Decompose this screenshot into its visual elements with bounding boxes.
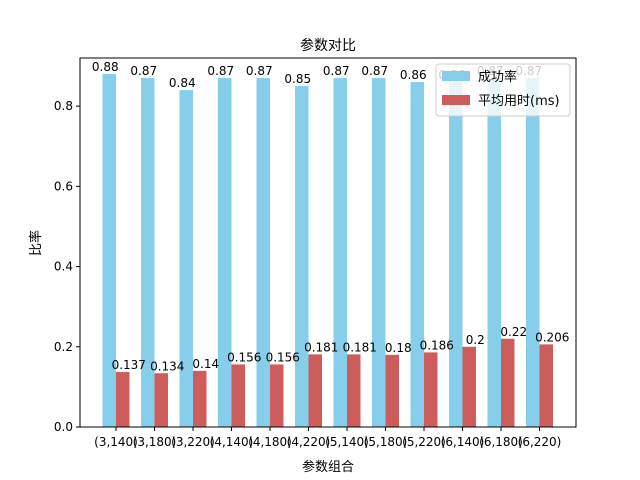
x-tick-label: (3,180) xyxy=(133,435,177,449)
data-label-avg-time-7: 0.18 xyxy=(385,341,412,355)
data-label-avg-time-3: 0.156 xyxy=(227,350,261,364)
data-label-avg-time-1: 0.134 xyxy=(150,359,184,373)
x-tick-label: (4,220) xyxy=(287,435,331,449)
data-label-avg-time-8: 0.186 xyxy=(420,338,454,352)
data-label-avg-time-5: 0.181 xyxy=(304,340,338,354)
data-label-success-rate-6: 0.87 xyxy=(323,64,350,78)
bar-success-rate-4 xyxy=(256,78,270,427)
bar-avg-time-7 xyxy=(385,354,399,427)
bar-avg-time-3 xyxy=(231,364,245,427)
legend-swatch xyxy=(442,71,470,81)
bar-success-rate-1 xyxy=(141,78,155,427)
bar-success-rate-6 xyxy=(333,78,347,427)
x-tick-label: (6,140) xyxy=(441,435,485,449)
data-label-success-rate-2: 0.84 xyxy=(169,76,196,90)
data-label-avg-time-2: 0.14 xyxy=(192,357,219,371)
legend-label: 平均用时(ms) xyxy=(478,94,560,109)
bar-avg-time-9 xyxy=(462,346,476,427)
bar-success-rate-11 xyxy=(526,78,540,427)
bar-success-rate-5 xyxy=(295,86,309,428)
x-tick-label: (4,180) xyxy=(248,435,292,449)
x-tick-label: (5,180) xyxy=(364,435,408,449)
x-tick-label: (4,140) xyxy=(210,435,254,449)
data-label-avg-time-10: 0.22 xyxy=(500,325,527,339)
bar-success-rate-9 xyxy=(449,82,463,427)
data-label-avg-time-4: 0.156 xyxy=(266,350,300,364)
data-label-avg-time-11: 0.206 xyxy=(535,330,569,344)
y-axis-label: 比率 xyxy=(28,230,44,256)
bar-avg-time-10 xyxy=(501,338,515,427)
data-label-success-rate-1: 0.87 xyxy=(130,64,157,78)
bar-success-rate-3 xyxy=(218,78,232,427)
bar-success-rate-8 xyxy=(410,82,424,427)
bar-avg-time-4 xyxy=(270,364,284,427)
x-tick-label: (3,220) xyxy=(171,435,215,449)
y-tick-label: 0.6 xyxy=(54,179,73,193)
bar-avg-time-5 xyxy=(308,354,322,427)
bar-success-rate-10 xyxy=(487,78,501,427)
x-tick-label: (6,180) xyxy=(479,435,523,449)
x-tick-label: (5,140) xyxy=(325,435,369,449)
data-label-success-rate-4: 0.87 xyxy=(246,64,273,78)
bar-avg-time-11 xyxy=(539,344,553,427)
bar-success-rate-0 xyxy=(102,74,116,427)
plot-frame xyxy=(79,57,577,428)
legend-swatch xyxy=(442,95,470,105)
data-label-avg-time-0: 0.137 xyxy=(112,358,146,372)
data-label-success-rate-3: 0.87 xyxy=(207,64,234,78)
x-tick-label: (3,140) xyxy=(94,435,138,449)
y-tick-label: 0.8 xyxy=(54,99,73,113)
bar-avg-time-0 xyxy=(116,372,130,427)
data-label-success-rate-8: 0.86 xyxy=(400,68,427,82)
legend-label: 成功率 xyxy=(478,69,517,85)
data-label-avg-time-6: 0.181 xyxy=(343,340,377,354)
bar-avg-time-1 xyxy=(154,373,168,427)
x-axis-label: 参数组合 xyxy=(302,459,354,475)
y-tick-label: 0.2 xyxy=(54,340,73,354)
bar-avg-time-6 xyxy=(347,354,361,427)
data-label-success-rate-7: 0.87 xyxy=(361,64,388,78)
y-tick-label: 0.4 xyxy=(54,260,73,274)
bar-success-rate-7 xyxy=(372,78,386,427)
bar-avg-time-8 xyxy=(424,352,438,427)
bar-success-rate-2 xyxy=(179,90,193,427)
data-label-avg-time-9: 0.2 xyxy=(466,333,485,347)
data-label-success-rate-5: 0.85 xyxy=(284,72,311,86)
x-tick-label: (5,220) xyxy=(402,435,446,449)
data-label-success-rate-0: 0.88 xyxy=(92,60,119,74)
x-tick-label: (6,220) xyxy=(518,435,562,449)
chart-title: 参数对比 xyxy=(300,37,356,54)
y-tick-label: 0.0 xyxy=(54,420,73,434)
bar-avg-time-2 xyxy=(193,370,207,427)
